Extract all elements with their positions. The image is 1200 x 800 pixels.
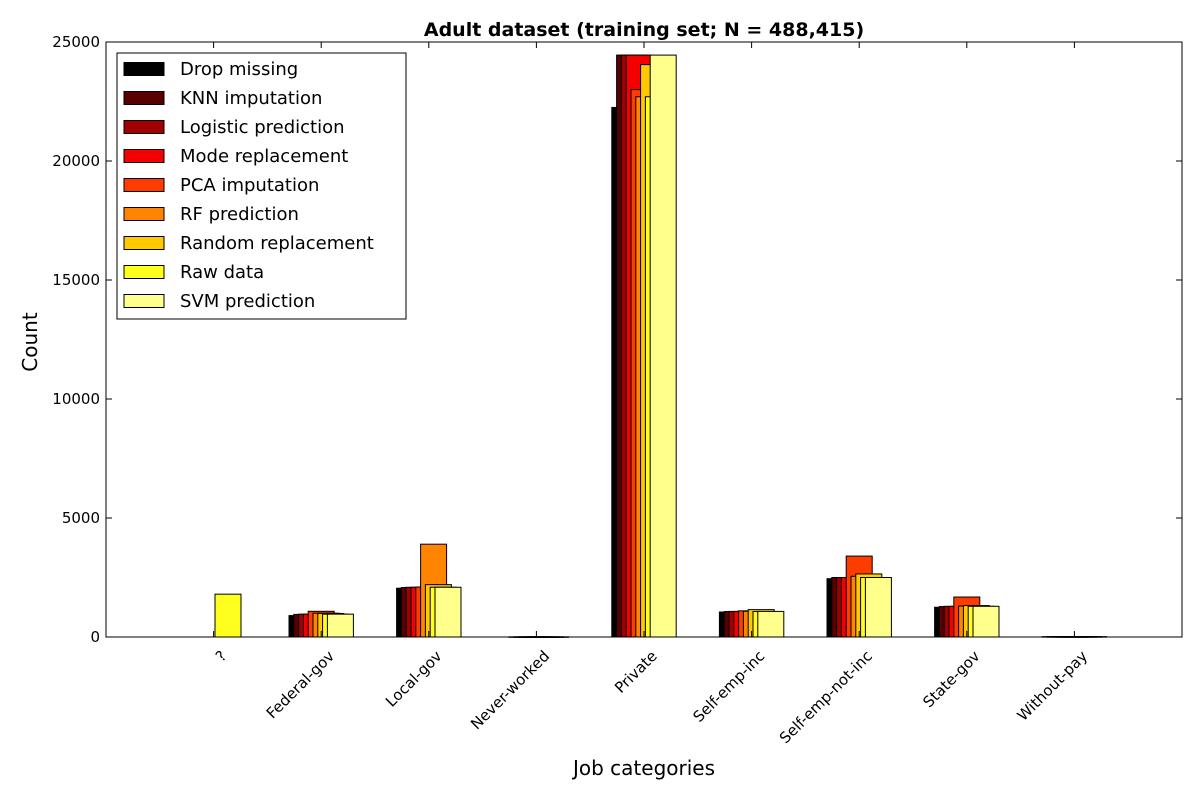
legend-label: PCA imputation	[180, 175, 319, 196]
legend-label: Raw data	[180, 262, 264, 283]
x-tick-label: Without-pay	[1014, 647, 1092, 725]
legend-swatch	[123, 149, 165, 163]
legend-label: Logistic prediction	[180, 117, 345, 138]
legend-label: Mode replacement	[180, 146, 348, 167]
x-tick-label: Self-emp-not-inc	[776, 647, 876, 747]
legend-label: SVM prediction	[180, 291, 315, 312]
x-tick-label: ?	[212, 647, 230, 665]
x-tick-label: State-gov	[919, 647, 983, 711]
y-tick-label: 25000	[52, 33, 100, 51]
x-tick-label: Never-worked	[467, 647, 553, 733]
legend-swatch	[123, 120, 165, 134]
legend-swatch	[123, 91, 165, 105]
x-tick-label: Private	[611, 647, 661, 697]
x-tick-label: Self-emp-inc	[690, 647, 769, 726]
legend-swatch	[123, 178, 165, 192]
legend-swatch	[123, 265, 165, 279]
legend-label: RF prediction	[180, 204, 299, 225]
chart-title: Adult dataset (training set; N = 488,415…	[424, 19, 864, 41]
legend-label: Random replacement	[180, 233, 374, 254]
legend-swatch	[123, 207, 165, 221]
y-axis-label: Count	[18, 312, 42, 372]
y-tick-label: 10000	[52, 390, 100, 408]
bar	[649, 54, 677, 638]
legend-swatch	[123, 62, 165, 76]
legend-label: Drop missing	[180, 59, 298, 80]
bar	[972, 605, 1000, 638]
bar	[326, 613, 354, 638]
bar	[864, 577, 892, 638]
y-tick-label: 20000	[52, 152, 100, 170]
bar	[214, 593, 242, 638]
legend: Drop missing KNN imputation Logistic predi…	[116, 52, 407, 320]
bar	[757, 610, 785, 638]
x-tick-label: Local-gov	[382, 647, 446, 711]
legend-frame	[116, 52, 407, 320]
y-axis: 0 5000 10000 15000 20000 25000	[52, 33, 1182, 646]
legend-swatch	[123, 294, 165, 308]
bar	[434, 586, 462, 638]
x-axis-label: Job categories	[571, 756, 715, 780]
legend-swatch	[123, 236, 165, 250]
x-tick-label: Federal-gov	[263, 647, 338, 722]
y-tick-label: 15000	[52, 271, 100, 289]
legend-label: KNN imputation	[180, 88, 322, 109]
y-tick-label: 5000	[62, 509, 100, 527]
y-tick-label: 0	[90, 628, 100, 646]
